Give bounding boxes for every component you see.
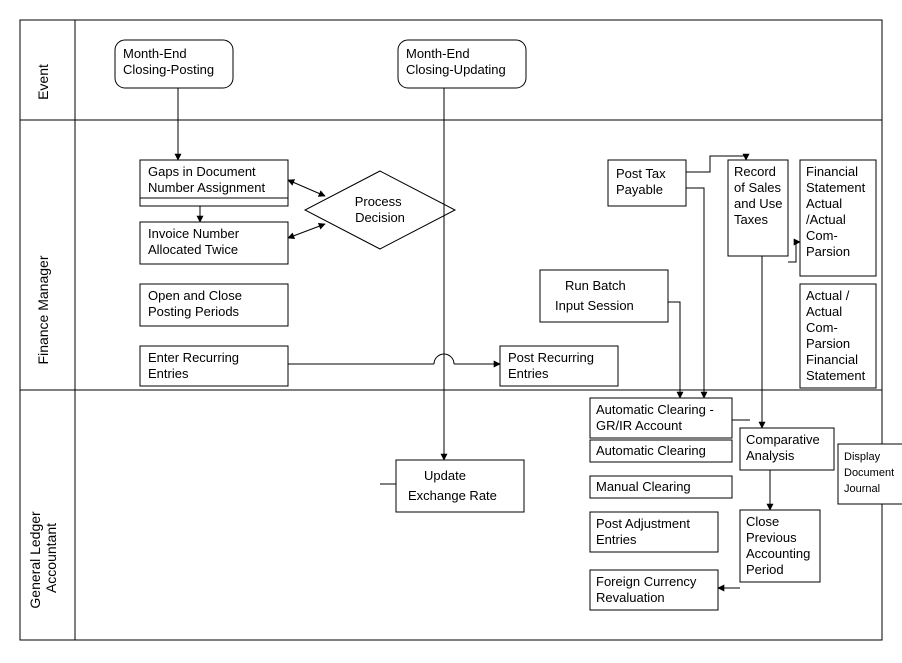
svg-text:Gaps in Document Number: Gaps in Document Number Assignment	[148, 164, 265, 195]
node-open-close-periods-label: Open and Close Posting Periods	[148, 288, 246, 319]
node-post-tax-payable-label: Post Tax Payable	[616, 166, 669, 197]
lane-label-finmgr: Finance Manager	[35, 255, 51, 364]
node-process-decision-label: Process Decision	[355, 194, 406, 225]
node-manual-clearing-label: Manual Clearing	[596, 479, 691, 494]
lane-label-event: Event	[35, 64, 51, 100]
node-auto-clearing-label: Automatic Clearing	[596, 443, 706, 458]
node-gaps-doc-number: Gaps in Document Number Assignment	[140, 160, 288, 206]
node-invoice-twice-label: Invoice Number Allocated Twice	[148, 226, 243, 257]
